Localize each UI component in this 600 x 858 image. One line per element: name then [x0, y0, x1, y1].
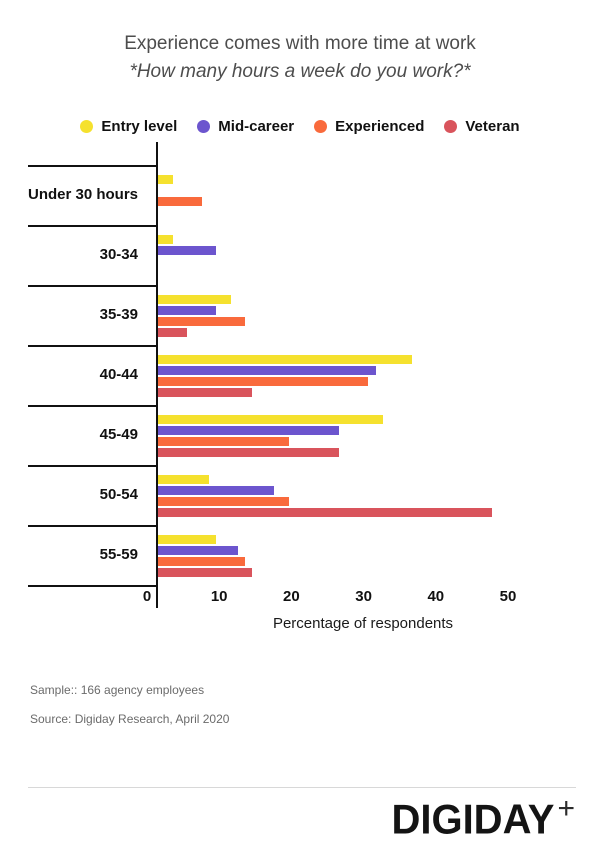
bar-experienced-under-30-hours	[158, 197, 202, 206]
bar-entry-level-40-44	[158, 355, 412, 364]
category-label-50-54: 50-54	[99, 486, 138, 503]
digiday-logo: DIGIDAY +	[391, 794, 575, 844]
row-separator	[28, 225, 156, 227]
row-separator	[28, 285, 156, 287]
legend-item-experienced: Experienced	[314, 118, 424, 135]
bar-experienced-40-44	[158, 377, 369, 386]
x-tick-10: 10	[210, 588, 228, 605]
bar-veteran-55-59	[158, 568, 253, 577]
bar-entry-level-55-59	[158, 535, 216, 544]
legend-dot-icon	[80, 120, 94, 133]
x-tick-20: 20	[283, 588, 300, 605]
bar-mid-career-30-34	[158, 246, 216, 255]
legend-item-entry-level: Entry level	[80, 118, 177, 135]
y-axis-line	[156, 142, 158, 608]
legend-label: Entry level	[101, 118, 178, 135]
bar-veteran-45-49	[158, 448, 340, 457]
category-label-under-30-hours: Under 30 hours	[28, 186, 139, 203]
x-tick-40: 40	[427, 588, 445, 605]
source-note: Source: Digiday Research, April 2020	[30, 712, 230, 726]
x-tick-0: 0	[142, 588, 152, 605]
legend-dot-icon	[444, 120, 458, 133]
bar-mid-career-45-49	[158, 426, 340, 435]
category-label-40-44: 40-44	[99, 366, 138, 383]
bar-mid-career-35-39	[158, 306, 216, 315]
bar-veteran-40-44	[158, 388, 253, 397]
bar-entry-level-under-30-hours	[158, 175, 173, 184]
bar-experienced-50-54	[158, 497, 289, 506]
row-separator	[28, 465, 156, 467]
category-label-35-39: 35-39	[99, 306, 138, 323]
bar-mid-career-55-59	[158, 546, 238, 555]
bar-entry-level-50-54	[158, 475, 209, 484]
x-tick-50: 50	[499, 588, 517, 605]
bar-mid-career-40-44	[158, 366, 376, 375]
chart-subtitle: *How many hours a week do you work?*	[129, 61, 471, 82]
row-separator	[28, 525, 156, 527]
bar-veteran-50-54	[158, 508, 492, 517]
row-separator	[28, 585, 156, 587]
digiday-wordmark: DIGIDAY	[391, 796, 555, 844]
legend-dot-icon	[314, 120, 328, 133]
category-label-55-59: 55-59	[99, 546, 138, 563]
bar-experienced-55-59	[158, 557, 245, 566]
legend-dot-icon	[197, 120, 211, 133]
bar-mid-career-50-54	[158, 486, 274, 495]
bar-entry-level-35-39	[158, 295, 231, 304]
legend-label: Veteran	[465, 118, 520, 135]
legend-item-mid-career: Mid-career	[197, 118, 294, 135]
bar-chart: Percentage of respondents Under 30 hours…	[0, 142, 600, 642]
row-separator	[28, 405, 156, 407]
legend-label: Experienced	[335, 118, 425, 135]
chart-title: Experience comes with more time at work	[124, 33, 476, 54]
legend: Entry level Mid-career Experienced Veteran	[0, 118, 600, 135]
bar-experienced-35-39	[158, 317, 245, 326]
x-axis-label: Percentage of respondents	[272, 615, 454, 632]
row-separator	[28, 345, 156, 347]
bar-experienced-45-49	[158, 437, 289, 446]
legend-item-veteran: Veteran	[444, 118, 520, 135]
legend-label: Mid-career	[218, 118, 295, 135]
category-label-30-34: 30-34	[99, 246, 138, 263]
plus-icon: +	[557, 792, 575, 825]
bar-entry-level-30-34	[158, 235, 173, 244]
x-tick-30: 30	[355, 588, 372, 605]
bar-veteran-35-39	[158, 328, 187, 337]
footer-divider	[28, 787, 576, 788]
sample-note: Sample:: 166 agency employees	[30, 683, 205, 697]
row-separator	[28, 165, 156, 167]
category-label-45-49: 45-49	[99, 426, 138, 443]
bar-entry-level-45-49	[158, 415, 383, 424]
